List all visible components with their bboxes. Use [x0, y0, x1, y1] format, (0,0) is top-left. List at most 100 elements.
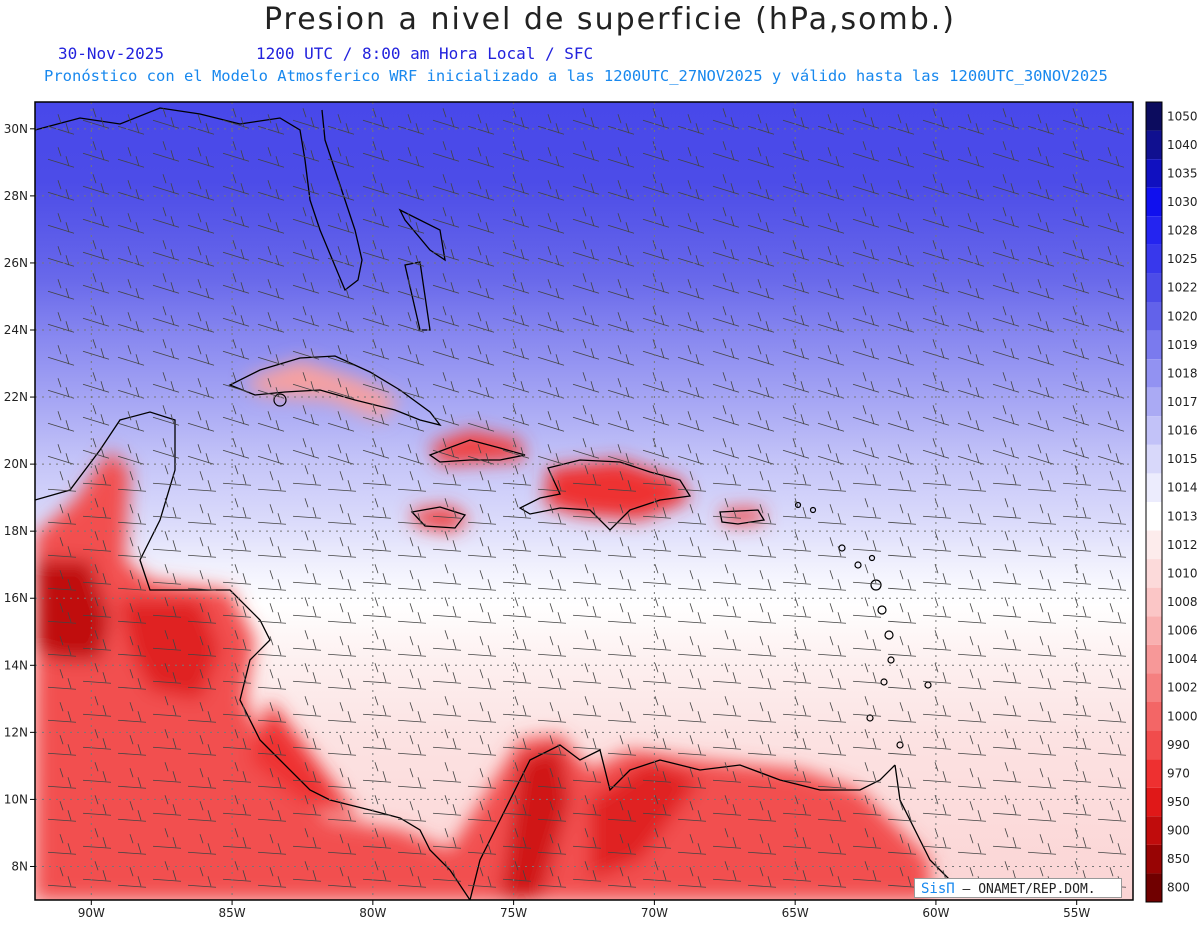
wind-barb	[1027, 735, 1057, 756]
wind-barb	[1097, 669, 1127, 690]
wind-barb	[327, 504, 357, 525]
wind-barb	[677, 444, 705, 465]
wind-barb	[397, 444, 425, 465]
wind-barb	[572, 795, 602, 816]
wind-barb	[537, 834, 567, 855]
wind-barb	[782, 828, 812, 849]
wind-barb	[257, 669, 287, 690]
wind-barb	[747, 471, 777, 492]
wind-barb	[257, 735, 287, 756]
wind-barb	[747, 504, 777, 525]
wind-barb	[852, 828, 882, 849]
wind-barb	[887, 867, 917, 888]
wind-barb	[677, 801, 707, 822]
wind-barb	[712, 465, 742, 486]
colorbar-swatch	[1146, 159, 1162, 188]
wind-barb	[747, 603, 777, 624]
wind-barb	[257, 411, 285, 432]
wind-barb	[362, 438, 390, 459]
wind-barb	[1097, 213, 1125, 234]
wind-barb	[187, 471, 217, 492]
wind-barb	[502, 405, 530, 426]
colorbar-label: 1016	[1167, 424, 1198, 438]
lat-tick-label: 30N	[4, 122, 28, 136]
wind-barb	[887, 603, 917, 624]
wind-barb	[992, 663, 1022, 684]
wind-barb	[747, 636, 777, 657]
wind-barb	[397, 834, 427, 855]
wind-barb	[82, 663, 112, 684]
wind-barb	[712, 438, 740, 459]
wind-barb	[467, 603, 497, 624]
wind-barb	[292, 273, 320, 294]
lesser-antilles	[273, 393, 932, 749]
wind-barb	[502, 498, 532, 519]
wind-barb	[117, 378, 145, 399]
wind-barb	[747, 114, 775, 135]
wind-barb	[467, 312, 495, 333]
longitude-axis: 90W 85W 80W 75W 70W 65W 60W 55W	[78, 900, 1090, 920]
wind-barb	[852, 564, 882, 585]
wind-barb	[1027, 702, 1057, 723]
wind-barb	[292, 828, 322, 849]
wind-barb	[817, 312, 845, 333]
wind-barb	[432, 372, 460, 393]
wind-barb	[607, 312, 635, 333]
wind-barb	[747, 669, 777, 690]
wind-barb	[502, 174, 530, 195]
wind-barb	[677, 147, 705, 168]
wind-barb	[362, 405, 390, 426]
wind-barb	[467, 735, 497, 756]
wind-barb	[887, 669, 917, 690]
wind-barb	[82, 273, 110, 294]
wind-barb	[1062, 141, 1090, 162]
wind-barb	[607, 801, 637, 822]
wind-barb	[1097, 114, 1125, 135]
wind-barb	[992, 306, 1020, 327]
wind-barb	[712, 141, 740, 162]
wind-barb	[537, 345, 565, 366]
colorbar-swatch	[1146, 102, 1162, 131]
wind-barb	[257, 570, 287, 591]
wind-barb	[572, 438, 600, 459]
wind-barb	[82, 438, 110, 459]
wind-barb	[537, 768, 567, 789]
wind-barb	[152, 564, 182, 585]
wind-barb	[467, 867, 497, 888]
wind-barb	[607, 471, 637, 492]
wind-barb	[502, 372, 530, 393]
wind-barb	[222, 828, 252, 849]
wind-barb	[117, 669, 147, 690]
lat-tick-label: 16N	[4, 591, 28, 605]
colorbar: 1050 1040 1035 1030 1028 1025 1022 1020 1019 1018…	[1145, 101, 1198, 903]
wind-barb	[327, 735, 357, 756]
wind-barb	[467, 570, 497, 591]
wind-barb	[222, 729, 252, 750]
wind-barb	[642, 663, 672, 684]
wind-barb	[922, 729, 952, 750]
wind-barb	[327, 537, 357, 558]
wind-barb	[642, 207, 670, 228]
wind-barb	[817, 669, 847, 690]
wind-barb	[502, 861, 532, 882]
wind-barb	[817, 378, 845, 399]
wind-barb	[887, 636, 917, 657]
wind-barb	[817, 114, 845, 135]
lat-tick-label: 22N	[4, 390, 28, 404]
wind-barb	[642, 306, 670, 327]
wind-barb	[292, 531, 322, 552]
wind-barb	[502, 531, 532, 552]
wind-barb	[292, 240, 320, 261]
wind-barb	[292, 564, 322, 585]
wind-barb	[187, 444, 215, 465]
wind-barb	[572, 339, 600, 360]
wind-barb	[782, 861, 812, 882]
wind-barb	[852, 630, 882, 651]
wind-barb	[117, 444, 145, 465]
colorbar-label: 1028	[1167, 224, 1198, 238]
wind-barb	[782, 273, 810, 294]
wind-barb	[152, 630, 182, 651]
wind-barb	[677, 411, 705, 432]
wind-barb	[327, 801, 357, 822]
